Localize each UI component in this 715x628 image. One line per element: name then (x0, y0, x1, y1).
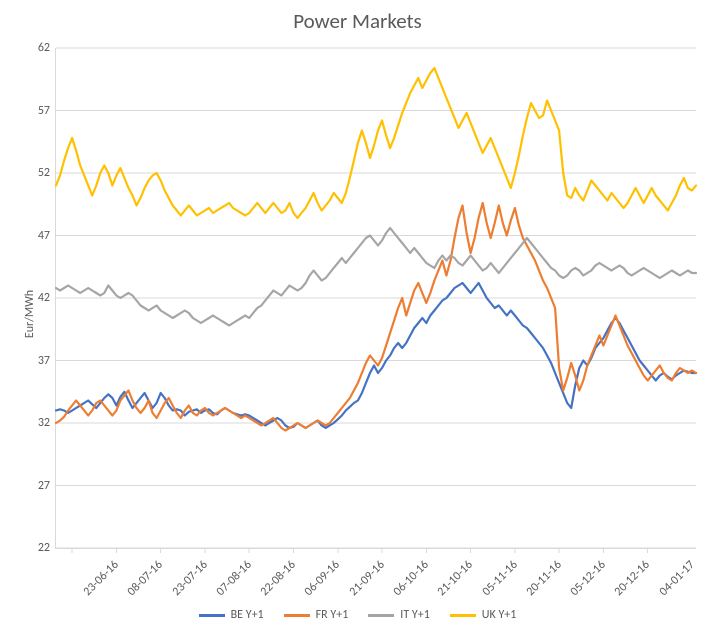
chart-title: Power Markets (0, 8, 715, 34)
xtick-label: 20-11-16 (524, 558, 565, 599)
legend: BE Y+1 FR Y+1 IT Y+1 UK Y+1 (0, 607, 715, 623)
legend-item: BE Y+1 (199, 608, 264, 622)
xtick-label: 05-12-16 (568, 558, 609, 599)
xtick-label: 05-11-16 (479, 558, 520, 599)
xtick-label: 23-06-16 (81, 558, 122, 599)
legend-label: UK Y+1 (482, 608, 517, 622)
series-line (56, 228, 696, 326)
legend-item: FR Y+1 (284, 608, 349, 622)
y-axis-label: Eur/MWh (23, 290, 37, 338)
ytick-label: 42 (38, 291, 50, 305)
legend-label: FR Y+1 (316, 608, 349, 622)
power-markets-chart: Power Markets Eur/MWh 222732374247525762… (0, 0, 715, 628)
legend-item: UK Y+1 (450, 608, 517, 622)
xtick-label: 07-08-16 (214, 558, 255, 599)
xtick-label: 21-10-16 (435, 558, 476, 599)
legend-swatch (199, 614, 225, 617)
legend-swatch (368, 614, 394, 617)
xtick-label: 22-08-16 (258, 558, 299, 599)
ytick-label: 52 (38, 166, 50, 180)
legend-swatch (450, 614, 476, 617)
series-line (56, 283, 696, 428)
xtick-label: 23-07-16 (169, 558, 210, 599)
ytick-label: 32 (38, 416, 50, 430)
legend-label: IT Y+1 (400, 608, 430, 622)
series-line (56, 68, 696, 218)
ytick-label: 22 (38, 541, 50, 555)
ytick-label: 62 (38, 41, 50, 55)
xtick-label: 06-10-16 (391, 558, 432, 599)
ytick-label: 47 (38, 229, 50, 243)
ytick-label: 37 (38, 354, 50, 368)
xtick-label: 20-12-16 (612, 558, 653, 599)
xtick-label: 08-07-16 (125, 558, 166, 599)
legend-label: BE Y+1 (231, 608, 264, 622)
series-line (56, 203, 696, 431)
plot-area: 222732374247525762 23-06-1608-07-1623-07… (55, 48, 696, 549)
xtick-label: 06-09-16 (302, 558, 343, 599)
ytick-label: 27 (38, 479, 50, 493)
ytick-label: 57 (38, 104, 50, 118)
legend-swatch (284, 614, 310, 617)
xtick-label: 21-09-16 (347, 558, 388, 599)
xtick-label: 04-01-17 (657, 558, 698, 599)
legend-item: IT Y+1 (368, 608, 430, 622)
